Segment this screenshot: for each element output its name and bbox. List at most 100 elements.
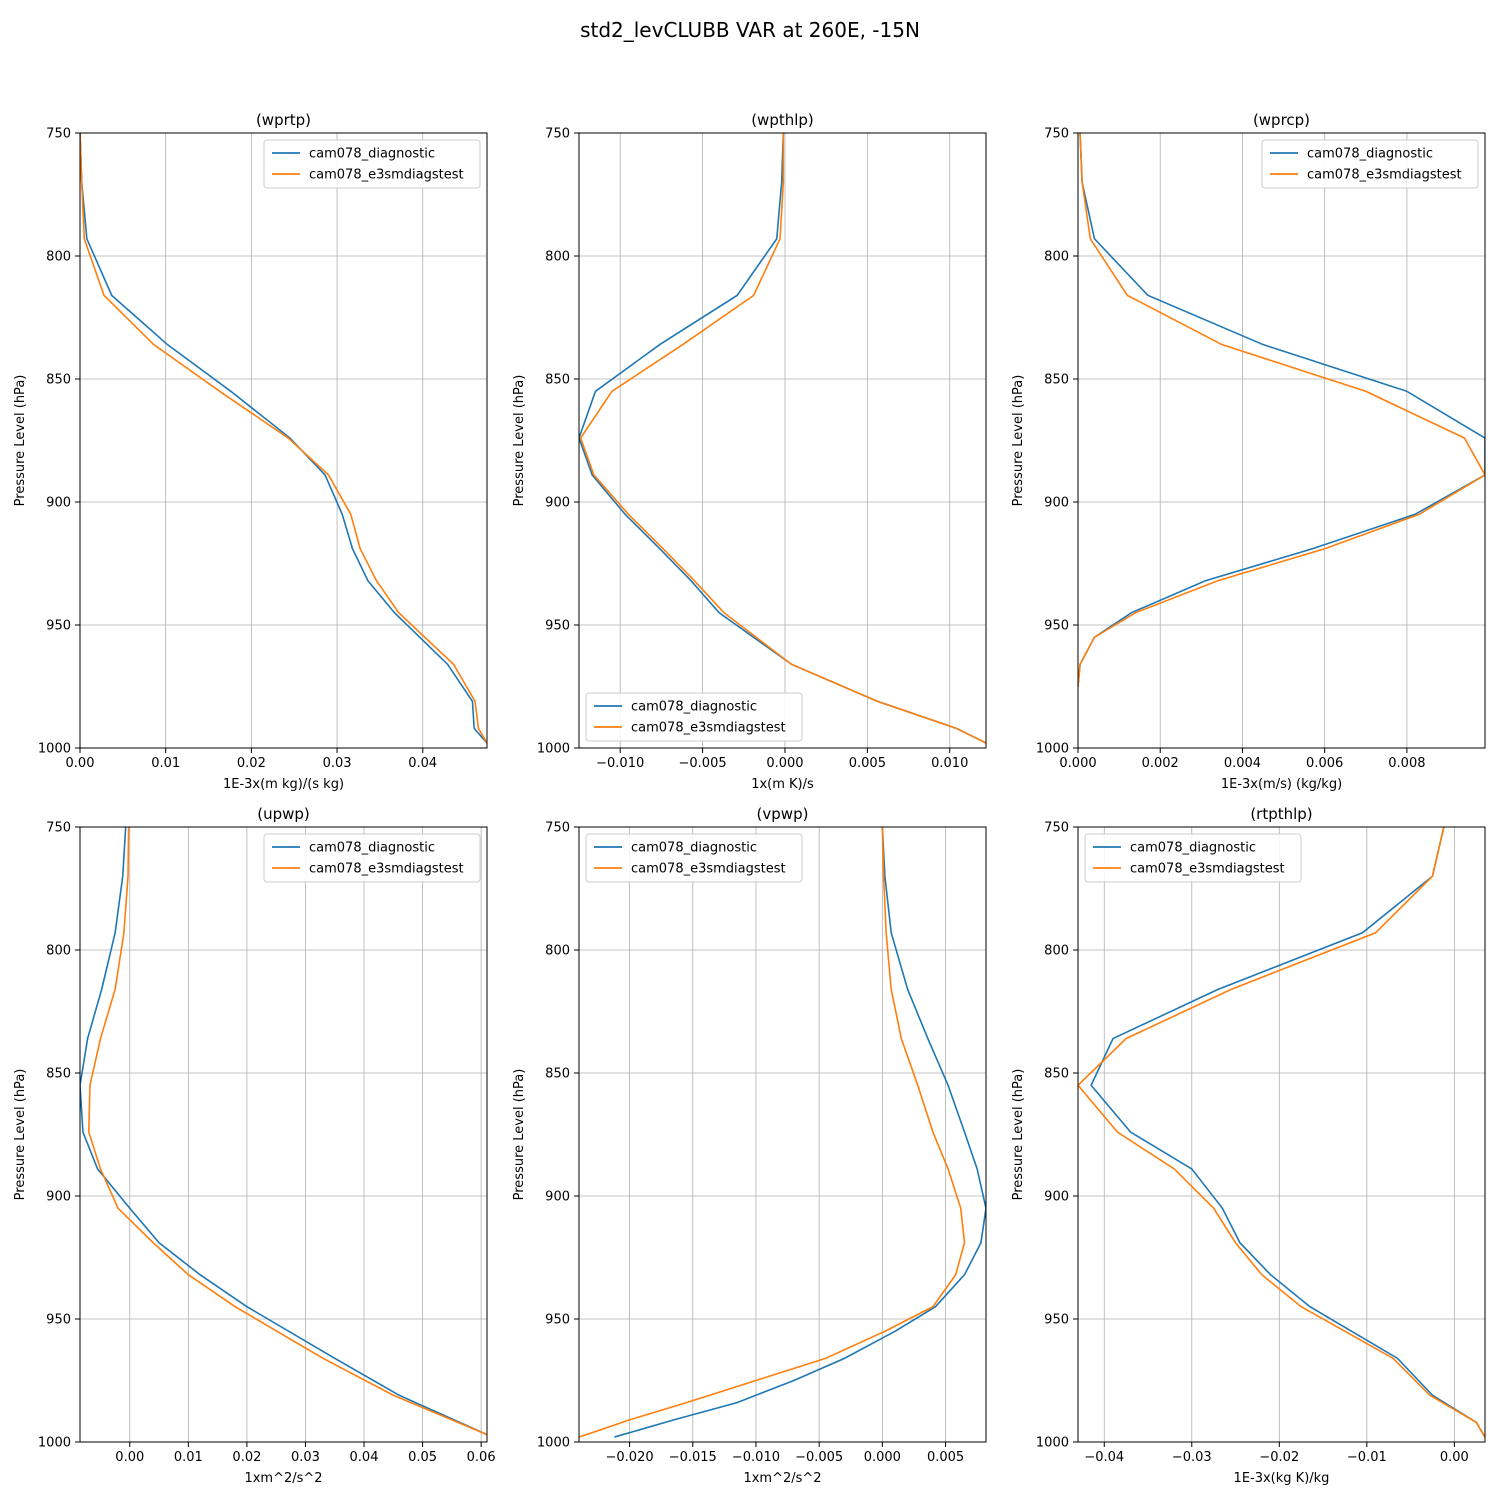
y-tick-label: 900 xyxy=(545,496,570,511)
x-axis-label: 1xm^2/s^2 xyxy=(244,1471,322,1486)
x-tick-label: 0.010 xyxy=(931,756,968,771)
y-tick-label: 1000 xyxy=(537,1436,570,1451)
y-axis-label: Pressure Level (hPa) xyxy=(1011,375,1026,507)
series-line-cam078_diagnostic xyxy=(614,827,986,1438)
plot-frame xyxy=(1077,132,1486,749)
x-tick-label: 0.005 xyxy=(849,756,886,771)
x-axis-label: 1xm^2/s^2 xyxy=(743,1471,821,1486)
panel-title: (wpthlp) xyxy=(751,111,814,129)
y-tick-label: 800 xyxy=(46,250,71,265)
y-tick-label: 950 xyxy=(46,1313,71,1328)
x-tick-label: 0.000 xyxy=(766,756,803,771)
y-tick-label: 850 xyxy=(1044,373,1069,388)
panel-upwp: 0.00 0.01 0.02 0.03 0.04 0.05 0.06 750 800 850 900… xyxy=(13,805,496,1486)
y-tick-label: 800 xyxy=(545,944,570,959)
plot-frame xyxy=(79,132,488,749)
legend-entry: cam078_e3smdiagstest xyxy=(309,862,464,877)
y-tick-label: 750 xyxy=(545,821,570,836)
legend-box xyxy=(263,139,481,189)
x-axis-label: 1E-3x(m/s) (kg/kg) xyxy=(1221,777,1342,792)
panel-rtpthlp: −0.04 −0.03 −0.02 −0.01 0.00 750 800 850 900 950 1… xyxy=(1011,805,1486,1486)
legend: cam078_diagnostic cam078_e3smdiagstest xyxy=(585,692,803,742)
y-tick-label: 750 xyxy=(46,821,71,836)
y-tick-label: 900 xyxy=(1044,496,1069,511)
plot-frame xyxy=(79,826,488,1443)
y-tick-label: 1000 xyxy=(38,742,71,757)
y-tick-label: 800 xyxy=(545,250,570,265)
y-tick-label: 900 xyxy=(46,496,71,511)
legend: cam078_diagnostic cam078_e3smdiagstest xyxy=(263,833,481,883)
y-axis-label: Pressure Level (hPa) xyxy=(1011,1069,1026,1201)
y-tick-label: 800 xyxy=(1044,250,1069,265)
panel-title: (upwp) xyxy=(257,805,310,823)
y-tick-label: 1000 xyxy=(1036,742,1069,757)
legend: cam078_diagnostic cam078_e3smdiagstest xyxy=(263,139,481,189)
y-tick-label: 950 xyxy=(46,619,71,634)
y-tick-label: 750 xyxy=(1044,821,1069,836)
legend-box xyxy=(585,692,803,742)
y-tick-label: 900 xyxy=(545,1190,570,1205)
legend-entry: cam078_e3smdiagstest xyxy=(631,862,786,877)
x-tick-label: 0.02 xyxy=(232,1450,261,1465)
x-tick-label: −0.005 xyxy=(679,756,727,771)
y-tick-label: 800 xyxy=(46,944,71,959)
y-tick-label: 950 xyxy=(545,1313,570,1328)
legend-entry: cam078_diagnostic xyxy=(309,841,435,856)
y-tick-label: 750 xyxy=(1044,127,1069,142)
legend-box xyxy=(585,833,803,883)
panel-wpthlp: −0.010 −0.005 0.000 0.005 0.010 750 800 850 900 9… xyxy=(512,111,987,792)
series-line-cam078_diagnostic xyxy=(80,827,487,1436)
figure-title: std2_levCLUBB VAR at 260E, -15N xyxy=(580,18,920,42)
x-axis-label: 1E-3x(m kg)/(s kg) xyxy=(223,777,344,792)
legend: cam078_diagnostic cam078_e3smdiagstest xyxy=(1084,833,1302,883)
plot-frame xyxy=(578,132,987,749)
x-tick-label: 0.04 xyxy=(408,756,437,771)
legend-entry: cam078_diagnostic xyxy=(631,841,757,856)
x-tick-label: −0.04 xyxy=(1084,1450,1124,1465)
x-tick-label: −0.01 xyxy=(1347,1450,1387,1465)
panel-title: (wprtp) xyxy=(256,111,311,129)
series-line-cam078_e3smdiagstest xyxy=(579,827,966,1438)
x-tick-label: 0.00 xyxy=(66,756,95,771)
legend-entry: cam078_e3smdiagstest xyxy=(309,168,464,183)
x-tick-label: 0.02 xyxy=(237,756,266,771)
y-tick-label: 850 xyxy=(46,1067,71,1082)
y-axis-label: Pressure Level (hPa) xyxy=(13,375,28,507)
y-tick-label: 950 xyxy=(1044,1313,1069,1328)
x-tick-label: 0.00 xyxy=(115,1450,144,1465)
x-tick-label: 0.005 xyxy=(927,1450,964,1465)
series-line-cam078_e3smdiagstest xyxy=(579,133,986,744)
panel-title: (vpwp) xyxy=(757,805,809,823)
x-tick-label: 0.03 xyxy=(323,756,352,771)
legend-box xyxy=(1084,833,1302,883)
x-tick-label: −0.02 xyxy=(1259,1450,1299,1465)
legend-entry: cam078_diagnostic xyxy=(309,147,435,162)
y-tick-label: 950 xyxy=(1044,619,1069,634)
x-tick-label: 0.008 xyxy=(1388,756,1425,771)
legend-entry: cam078_diagnostic xyxy=(1307,147,1433,162)
x-tick-label: −0.015 xyxy=(669,1450,717,1465)
legend-entry: cam078_diagnostic xyxy=(1130,841,1256,856)
x-tick-label: 0.05 xyxy=(408,1450,437,1465)
legend: cam078_diagnostic cam078_e3smdiagstest xyxy=(585,833,803,883)
series-line-cam078_e3smdiagstest xyxy=(1078,827,1485,1438)
x-tick-label: 0.01 xyxy=(174,1450,203,1465)
legend-entry: cam078_e3smdiagstest xyxy=(631,721,786,736)
y-axis-label: Pressure Level (hPa) xyxy=(512,1069,527,1201)
series-line-cam078_diagnostic xyxy=(579,133,986,744)
x-tick-label: 0.01 xyxy=(151,756,180,771)
legend-entry: cam078_e3smdiagstest xyxy=(1130,862,1285,877)
series-line-cam078_e3smdiagstest xyxy=(1078,133,1485,687)
y-tick-label: 850 xyxy=(46,373,71,388)
y-tick-label: 850 xyxy=(545,1067,570,1082)
legend-box xyxy=(1261,139,1479,189)
y-axis-label: Pressure Level (hPa) xyxy=(13,1069,28,1201)
y-tick-label: 750 xyxy=(545,127,570,142)
series-line-cam078_e3smdiagstest xyxy=(87,827,487,1436)
x-tick-label: −0.010 xyxy=(596,756,644,771)
x-tick-label: 0.006 xyxy=(1306,756,1343,771)
y-tick-label: 800 xyxy=(1044,944,1069,959)
x-axis-label: 1x(m K)/s xyxy=(751,777,814,792)
panel-title: (wprcp) xyxy=(1253,111,1310,129)
panel-title: (rtpthlp) xyxy=(1250,805,1312,823)
